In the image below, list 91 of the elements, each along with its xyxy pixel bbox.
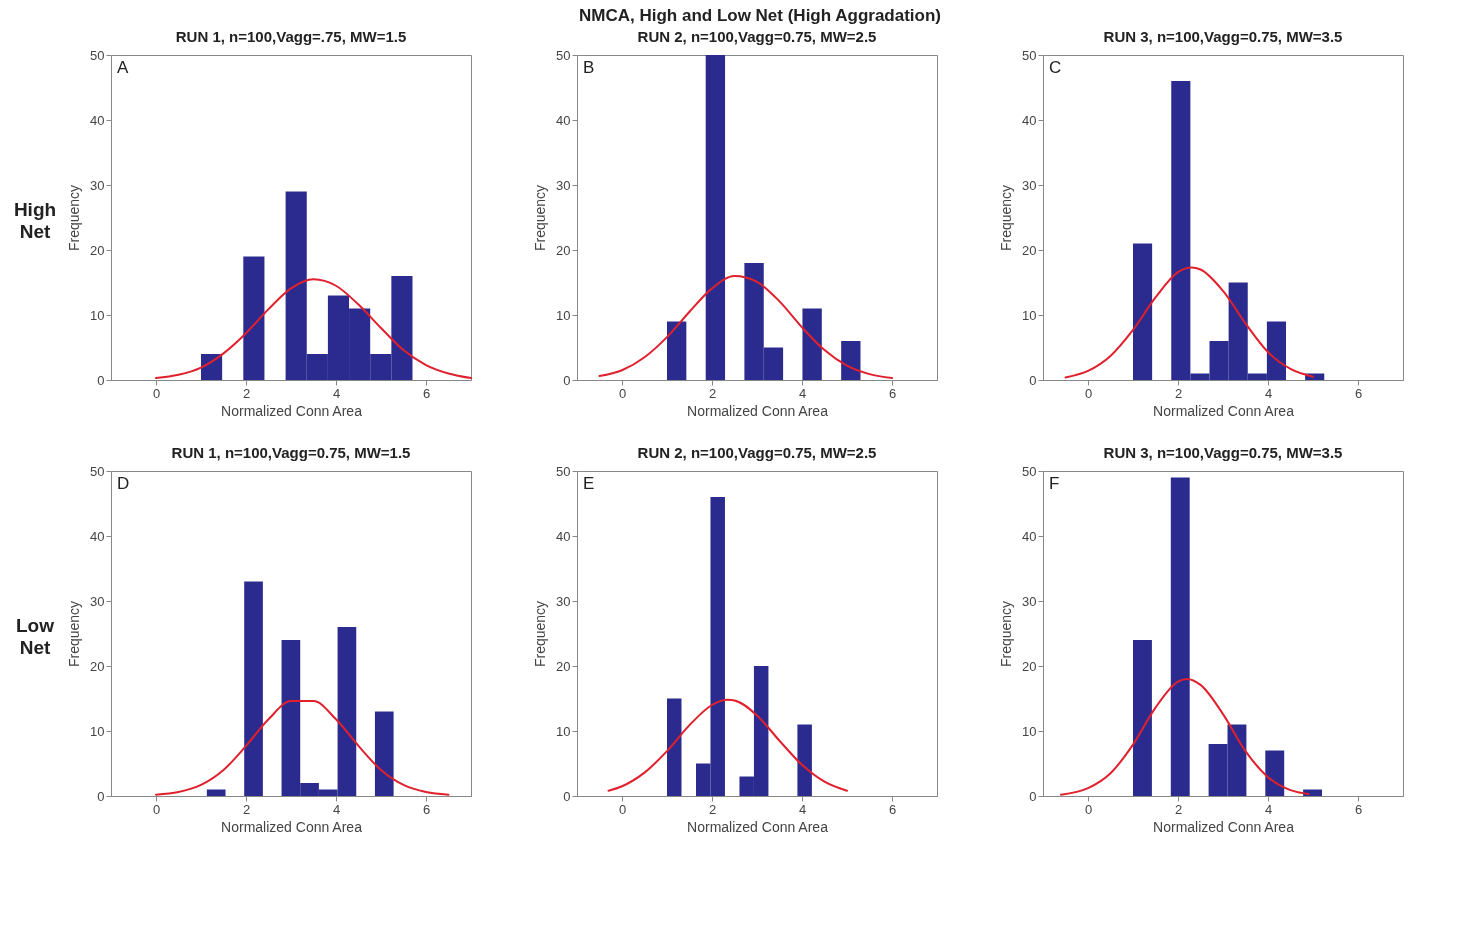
x-tick-label: 4 [798,385,807,401]
y-tick-label: 20 [1022,242,1037,258]
y-tick-label: 0 [563,788,571,804]
text: NMCA, High and Low Net (High Aggradation) [578,5,942,27]
y-axis-title: Frequency [532,184,549,252]
x-tick-label: 2 [708,801,717,817]
x-tick-label: 4 [798,801,807,817]
x-tick-label: 0 [618,801,627,817]
y-tick-label: 0 [97,372,105,388]
x-tick-label: 2 [1174,801,1183,817]
y-tick-label: 10 [90,723,105,739]
x-tick-label: 6 [1354,385,1363,401]
y-tick-label: 10 [556,723,571,739]
annotation: A [117,58,129,77]
annotation: C [1049,58,1062,77]
y-tick-label: 0 [1029,372,1037,388]
x-tick-label: 4 [332,385,341,401]
y-tick-label: 20 [90,658,105,674]
chart-title: RUN 3, n=100,Vagg=0.75, MW=3.5 [1103,444,1343,461]
y-axis-title: Frequency [998,600,1015,668]
y-axis-title: Frequency [66,184,83,252]
y-axis-title: Frequency [532,600,549,668]
x-tick-label: 0 [1084,801,1093,817]
x-axis-title: Normalized Conn Area [221,402,363,419]
y-tick-label: 20 [556,242,571,258]
y-tick-label: 50 [90,463,105,479]
x-axis-title: Normalized Conn Area [1153,818,1295,835]
line-series [598,275,893,380]
y-tick-label: 50 [1022,47,1037,63]
text: Low Net [15,614,55,660]
line-series [607,698,848,792]
x-tick-label: 6 [1354,801,1363,817]
line-series [155,700,450,796]
annotation: F [1049,474,1060,493]
annotation: B [583,58,595,77]
chart-title: RUN 1, n=100,Vagg=0.75, MW=1.5 [171,444,411,461]
x-tick-label: 4 [332,801,341,817]
y-tick-label: 0 [563,372,571,388]
y-tick-label: 10 [1022,307,1037,323]
chart-title: RUN 2, n=100,Vagg=0.75, MW=2.5 [637,444,877,461]
y-tick-label: 20 [556,658,571,674]
y-tick-label: 10 [556,307,571,323]
y-tick-label: 30 [556,593,571,609]
y-tick-label: 50 [556,463,571,479]
y-tick-label: 20 [90,242,105,258]
line-series [155,278,472,380]
y-axis-title: Frequency [998,184,1015,252]
x-axis-title: Normalized Conn Area [687,818,829,835]
y-tick-label: 0 [1029,788,1037,804]
x-tick-label: 0 [1084,385,1093,401]
y-tick-label: 50 [1022,463,1037,479]
y-tick-label: 50 [90,47,105,63]
x-tick-label: 0 [618,385,627,401]
text: High Net [12,198,58,244]
y-tick-label: 40 [1022,528,1037,544]
y-tick-label: 0 [97,788,105,804]
chart-title: RUN 1, n=100,Vagg=.75, MW=1.5 [175,28,407,45]
x-axis-title: Normalized Conn Area [221,818,363,835]
x-tick-label: 4 [1264,801,1273,817]
x-tick-label: 6 [422,385,431,401]
x-tick-label: 2 [242,801,251,817]
y-tick-label: 30 [556,177,571,193]
x-tick-label: 2 [708,385,717,401]
x-tick-label: 4 [1264,385,1273,401]
x-tick-label: 2 [1174,385,1183,401]
y-tick-label: 10 [90,307,105,323]
y-tick-label: 50 [556,47,571,63]
x-tick-label: 6 [422,801,431,817]
y-tick-label: 30 [90,177,105,193]
chart-title: RUN 2, n=100,Vagg=0.75, MW=2.5 [637,28,877,45]
annotation: D [117,474,130,493]
y-tick-label: 40 [556,112,571,128]
y-tick-label: 20 [1022,658,1037,674]
y-tick-label: 40 [1022,112,1037,128]
x-axis-title: Normalized Conn Area [687,402,829,419]
x-tick-label: 0 [152,801,161,817]
x-tick-label: 0 [152,385,161,401]
x-tick-label: 2 [242,385,251,401]
y-tick-label: 40 [90,528,105,544]
y-tick-label: 30 [1022,177,1037,193]
x-tick-label: 6 [888,801,897,817]
y-tick-label: 30 [1022,593,1037,609]
y-tick-label: 40 [556,528,571,544]
annotation: E [583,474,595,493]
x-tick-label: 6 [888,385,897,401]
y-axis-title: Frequency [66,600,83,668]
y-tick-label: 30 [90,593,105,609]
chart-title: RUN 3, n=100,Vagg=0.75, MW=3.5 [1103,28,1343,45]
y-tick-label: 40 [90,112,105,128]
x-axis-title: Normalized Conn Area [1153,402,1295,419]
y-tick-label: 10 [1022,723,1037,739]
